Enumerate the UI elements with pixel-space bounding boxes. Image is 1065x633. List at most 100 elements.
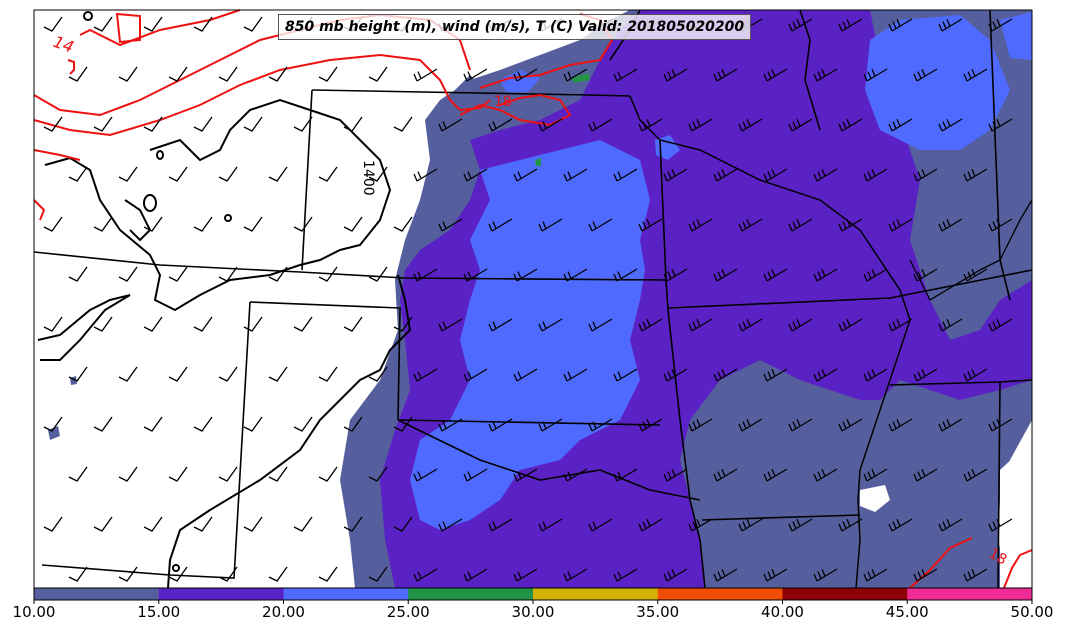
river-line [909,199,1033,301]
shade-10-15-patch [455,75,480,100]
wind-barb [143,216,163,232]
wind-barb [513,468,538,482]
wind-barb [813,368,838,382]
wind-barb [168,566,188,582]
border-line [701,514,861,521]
wind-barb [243,216,263,232]
wind-barb [513,168,538,182]
wind-barb [588,218,613,232]
wind-barb [713,568,738,582]
wind-barb [118,566,138,582]
wind-barb [688,318,713,332]
wind-barb [43,216,63,232]
wind-barb [663,68,688,82]
wind-barb [938,518,963,532]
wind-barb [368,166,388,182]
colorbar-tick-label: 20.00 [262,603,305,621]
wind-barb [218,166,238,182]
height-contour-ring [156,150,164,160]
wind-barb [413,268,438,282]
wind-barb [438,218,463,232]
wind-barb [293,216,313,232]
wind-barb [738,318,763,332]
wind-barb [863,68,888,82]
river-line [629,95,911,589]
wind-barb [963,168,988,182]
height-contour-ring [224,214,232,222]
wind-barb [763,368,788,382]
wind-barb [863,568,888,582]
wind-barb [938,18,963,32]
wind-barb [888,218,913,232]
wind-barb [713,68,738,82]
wind-barb [663,168,688,182]
wind-barb [863,268,888,282]
wind-barb [513,268,538,282]
wind-barb [93,116,113,132]
wind-barb [193,516,213,532]
wind-barb [888,118,913,132]
wind-barb [938,118,963,132]
wind-barb [638,318,663,332]
wind-barb [563,168,588,182]
wind-barb [513,368,538,382]
wind-barb [588,118,613,132]
wind-barb [293,416,313,432]
colorbar-segment [34,588,160,600]
wind-barb [368,566,388,582]
wind-barb [268,66,288,82]
wind-barb [318,466,338,482]
height-contour-line [44,98,392,312]
colorbar-segment [283,588,409,600]
wind-barb [988,118,1013,132]
wind-barb [68,166,88,182]
temperature-contour-line [1003,549,1033,589]
wind-barb [143,516,163,532]
wind-barb [913,68,938,82]
wind-barb [438,418,463,432]
colorbar-tick-label: 15.00 [137,603,181,621]
wind-barb [118,266,138,282]
wind-barb [538,118,563,132]
wind-barb [193,216,213,232]
wind-barb [193,116,213,132]
wind-barb [563,568,588,582]
wind-barb [663,468,688,482]
wind-barb [168,366,188,382]
border-line [41,301,251,579]
wind-barb [488,218,513,232]
wind-barb [988,18,1013,32]
wind-barb [243,16,263,32]
temperature-contour-label: 18 [986,546,1009,569]
wind-barb [988,218,1013,232]
wind-barb [713,268,738,282]
shade-25-30 [570,73,590,83]
wind-barb [218,366,238,382]
wind-barb [613,68,638,82]
wind-barb [318,266,338,282]
colorbar-segment [408,588,534,600]
wind-barb [368,266,388,282]
colorbar-tick-label: 50.00 [1010,603,1054,621]
wind-barb [838,518,863,532]
wind-barb [938,218,963,232]
wind-barb [563,268,588,282]
height-contour-label: 1400 [360,160,376,196]
wind-barb [168,466,188,482]
colorbar-segment [533,588,659,600]
wind-barb [613,368,638,382]
wind-barb [963,68,988,82]
wind-barb [343,316,363,332]
wind-barb [463,368,488,382]
wind-barb [838,218,863,232]
wind-barb [168,66,188,82]
wind-barb [488,418,513,432]
wind-barb [913,168,938,182]
wind-barb [738,418,763,432]
wind-barb [913,368,938,382]
wind-barb [688,118,713,132]
wind-barb [888,318,913,332]
wind-barb [413,68,438,82]
wind-barb [393,216,413,232]
height-contours [37,11,412,589]
